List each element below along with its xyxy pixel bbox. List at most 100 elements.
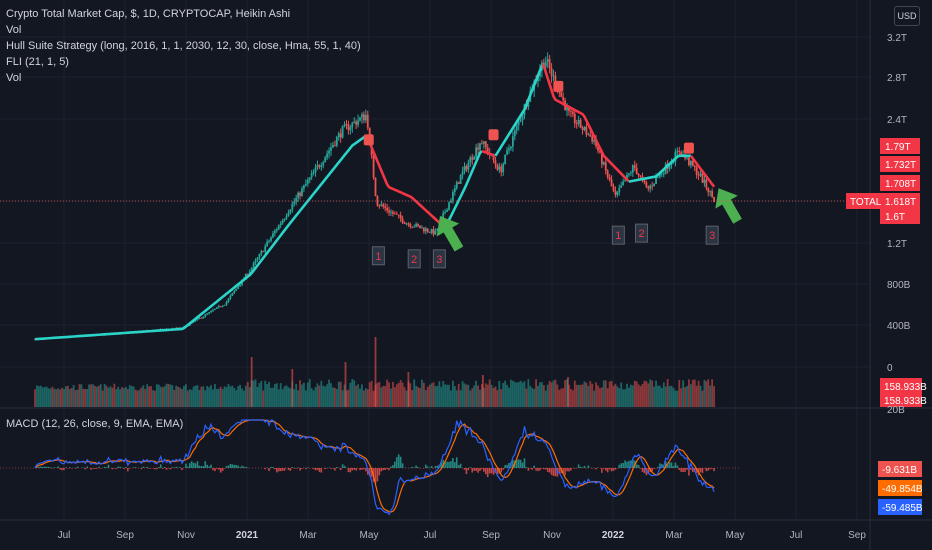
candle-body [337, 133, 340, 138]
volume-bar [438, 381, 441, 407]
candle-body [517, 121, 520, 126]
candle-body [364, 114, 367, 121]
volume-bar [260, 381, 263, 407]
volume-bar [333, 387, 336, 407]
macd-histogram-bar [99, 468, 102, 469]
candle-body [457, 182, 460, 184]
macd-histogram-bar [425, 464, 427, 468]
candle-body [217, 306, 220, 308]
legend-fli[interactable]: FLI (21, 1, 5) [6, 56, 69, 68]
volume-bar [660, 388, 663, 407]
legend-hull-suite[interactable]: Hull Suite Strategy (long, 2016, 1, 1, 2… [6, 40, 361, 52]
candle-body [542, 62, 545, 67]
macd-histogram-bar [237, 465, 239, 468]
macd-histogram-bar [334, 468, 336, 471]
volume-bar [196, 385, 199, 407]
pivot-marker-label: 3 [709, 230, 715, 242]
candle-body [419, 225, 421, 229]
volume-bar [241, 388, 243, 407]
volume-bar [672, 387, 675, 407]
time-axis-label: 2022 [602, 530, 625, 541]
candle-body [208, 312, 211, 314]
macd-histogram-bar [430, 466, 433, 468]
macd-histogram-bar [573, 468, 576, 469]
macd-tag-label: -9.631B [882, 465, 917, 476]
macd-histogram-bar [247, 467, 249, 468]
volume-bar [243, 390, 245, 407]
macd-histogram-bar [394, 461, 396, 468]
candle-body [235, 288, 238, 291]
macd-histogram-bar [643, 468, 646, 474]
volume-bar [353, 380, 356, 407]
volume-bar [304, 390, 307, 407]
macd-histogram-bar [684, 468, 686, 472]
candle-body [436, 229, 439, 231]
volume-bar [37, 386, 40, 407]
volume-bar [123, 388, 125, 407]
macd-histogram-bar [628, 460, 630, 468]
macd-histogram-bar [146, 466, 148, 468]
macd-histogram-bar [336, 467, 338, 468]
candle-body [631, 165, 634, 173]
volume-bar [612, 385, 615, 407]
candle-body [581, 127, 584, 130]
candle-body [546, 59, 549, 63]
candle-body [304, 183, 307, 186]
hull-segment [628, 154, 691, 183]
volume-bar [204, 390, 207, 407]
macd-histogram-bar [388, 468, 390, 471]
macd-histogram-bar [117, 466, 119, 468]
legend-vol-2[interactable]: Vol [6, 72, 22, 84]
candle-body [705, 179, 708, 188]
macd-histogram-bar [452, 457, 454, 468]
macd-histogram-bar [670, 462, 673, 468]
macd-histogram-bar [281, 468, 284, 471]
pivot-marker-box [611, 225, 625, 245]
volume-bar [479, 389, 481, 407]
candle-body [591, 136, 594, 142]
candle-body [283, 218, 286, 221]
macd-histogram-bar [709, 468, 712, 470]
hull-segment [689, 155, 716, 188]
volume-bar [711, 379, 714, 407]
up-arrow-icon [715, 188, 742, 224]
macd-histogram-bar [355, 468, 357, 471]
volume-bar [214, 384, 216, 407]
candle-body [600, 151, 603, 165]
macd-histogram-bar [295, 468, 297, 469]
currency-button[interactable]: USD [894, 6, 920, 26]
candle-body [475, 147, 478, 157]
volume-bar [591, 383, 594, 407]
volume-bar [330, 383, 332, 407]
chart-title: Crypto Total Market Cap, $, 1D, CRYPTOCA… [6, 8, 291, 20]
macd-histogram-bar [43, 466, 46, 468]
macd-legend[interactable]: MACD (12, 26, close, 9, EMA, EMA) [6, 418, 184, 430]
macd-histogram-bar [477, 468, 479, 473]
macd-histogram-bar [525, 466, 528, 468]
pivot-marker-box [705, 225, 719, 245]
candle-body [709, 191, 712, 193]
price-axis-label: 2.8T [887, 73, 907, 84]
volume-bar [295, 383, 298, 407]
candle-body [626, 174, 628, 181]
volume-bar [424, 390, 427, 407]
macd-histogram-bar [488, 468, 491, 474]
macd-histogram-bar [705, 468, 708, 472]
candle-body [657, 176, 659, 178]
volume-bar [171, 385, 174, 407]
macd-histogram-bar [148, 468, 150, 469]
volume-bar [608, 381, 611, 407]
candle-body [395, 213, 398, 215]
candle-body [361, 114, 363, 118]
candle-body [604, 162, 607, 171]
macd-histogram-bar [680, 468, 682, 472]
volume-bar [192, 386, 195, 407]
volume-bar [126, 389, 129, 407]
macd-histogram-bar [299, 468, 301, 471]
volume-bar [403, 387, 406, 407]
candle-body [266, 241, 269, 247]
macd-histogram-bar [38, 466, 40, 468]
volume-bar [558, 389, 561, 407]
candle-body [537, 76, 539, 82]
